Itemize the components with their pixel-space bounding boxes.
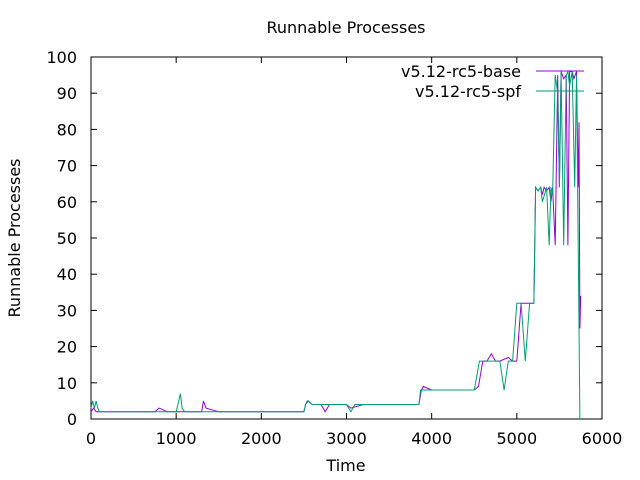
legend-label-1: v5.12-rc5-base bbox=[401, 62, 521, 81]
y-axis-title: Runnable Processes bbox=[5, 158, 24, 317]
series-line-1 bbox=[90, 71, 582, 413]
y-tick-label: 10 bbox=[57, 374, 77, 393]
x-tick-label: 4000 bbox=[411, 429, 452, 448]
y-tick-label: 60 bbox=[57, 193, 77, 212]
y-tick-label: 30 bbox=[57, 301, 77, 320]
y-tick-label: 80 bbox=[57, 120, 77, 139]
y-tick-label: 50 bbox=[57, 229, 77, 248]
y-axis: 0 10 20 30 40 50 60 70 80 90 100 bbox=[46, 48, 602, 429]
x-tick-label: 5000 bbox=[496, 429, 537, 448]
series-layer bbox=[90, 69, 582, 420]
x-tick-label: 2000 bbox=[241, 429, 282, 448]
plot-border bbox=[90, 56, 603, 420]
x-tick-label: 3000 bbox=[326, 429, 367, 448]
legend-label-2: v5.12-rc5-spf bbox=[415, 82, 521, 101]
series-line-2 bbox=[90, 69, 581, 420]
y-tick-label: 40 bbox=[57, 265, 77, 284]
x-axis-title: Time bbox=[325, 456, 365, 475]
y-tick-label: 100 bbox=[46, 48, 77, 67]
chart-title: Runnable Processes bbox=[266, 18, 425, 37]
x-axis: 0 1000 2000 3000 4000 5000 6000 bbox=[86, 57, 622, 448]
y-tick-label: 0 bbox=[67, 410, 77, 429]
y-tick-label: 70 bbox=[57, 157, 77, 176]
x-tick-label: 0 bbox=[86, 429, 96, 448]
x-tick-label: 1000 bbox=[156, 429, 197, 448]
x-tick-label: 6000 bbox=[582, 429, 623, 448]
y-tick-label: 20 bbox=[57, 338, 77, 357]
y-tick-label: 90 bbox=[57, 84, 77, 103]
plot-frame bbox=[90, 56, 603, 420]
